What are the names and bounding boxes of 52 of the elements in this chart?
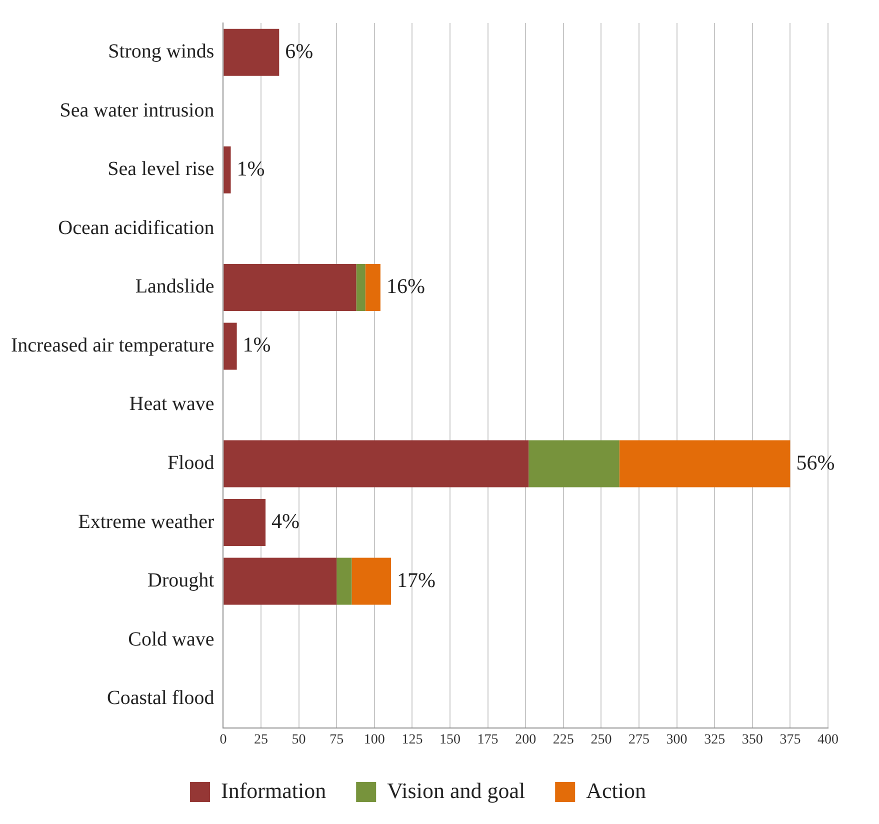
x-tick-label: 375 bbox=[780, 732, 801, 748]
x-tick-label: 150 bbox=[440, 732, 460, 748]
y-tick-label: Increased air temperature bbox=[11, 334, 214, 356]
x-tick-label: 400 bbox=[818, 732, 838, 748]
bar bbox=[224, 322, 237, 370]
legend-label: Vision and goal bbox=[387, 778, 526, 803]
bar bbox=[224, 440, 529, 488]
x-tick-label: 225 bbox=[552, 732, 574, 748]
annotation: 4% bbox=[272, 509, 300, 534]
bar bbox=[224, 28, 280, 76]
annotation: 56% bbox=[796, 450, 835, 474]
y-tick-label: Heat wave bbox=[129, 393, 214, 416]
bar bbox=[224, 558, 337, 605]
annotation: 1% bbox=[236, 156, 265, 180]
x-tick-label: 250 bbox=[590, 732, 612, 748]
x-tick-label: 350 bbox=[742, 732, 763, 748]
y-tick-label: Ocean acidification bbox=[58, 216, 214, 239]
annotation: 17% bbox=[397, 568, 436, 592]
x-tick-label: 100 bbox=[364, 732, 385, 748]
bar bbox=[356, 264, 366, 311]
bar bbox=[352, 558, 392, 605]
y-tick-label: Drought bbox=[148, 570, 215, 592]
x-tick-label: 275 bbox=[628, 732, 650, 748]
annotation: 1% bbox=[242, 332, 271, 357]
x-tick-label: 125 bbox=[402, 732, 423, 748]
bar bbox=[528, 440, 620, 488]
y-tick-label: Strong winds bbox=[108, 40, 214, 63]
x-tick-label: 75 bbox=[330, 732, 344, 748]
bar bbox=[224, 264, 356, 311]
x-tick-label: 50 bbox=[292, 732, 306, 748]
bar bbox=[224, 146, 231, 194]
bar bbox=[365, 264, 380, 311]
annotation: 6% bbox=[285, 38, 314, 63]
x-tick-label: 200 bbox=[515, 732, 536, 748]
x-tick-label: 0 bbox=[220, 732, 227, 748]
x-tick-label: 300 bbox=[666, 732, 688, 748]
legend-label: Action bbox=[586, 778, 646, 803]
bar bbox=[336, 558, 352, 605]
y-tick-label: Cold wave bbox=[128, 628, 214, 650]
bar bbox=[619, 440, 790, 488]
y-tick-label: Extreme weather bbox=[78, 510, 215, 533]
annotation: 16% bbox=[386, 274, 425, 298]
x-tick-label: 175 bbox=[477, 732, 498, 748]
y-tick-label: Flood bbox=[168, 452, 214, 474]
x-tick-label: 25 bbox=[254, 732, 268, 748]
y-tick-label: Sea level rise bbox=[108, 158, 214, 180]
x-tick-label: 325 bbox=[704, 732, 726, 748]
y-tick-label: Coastal flood bbox=[106, 687, 214, 710]
y-tick-label: Landslide bbox=[135, 276, 214, 298]
bar bbox=[224, 499, 266, 546]
legend-label: Information bbox=[221, 778, 326, 803]
y-tick-label: Sea water intrusion bbox=[60, 99, 214, 122]
